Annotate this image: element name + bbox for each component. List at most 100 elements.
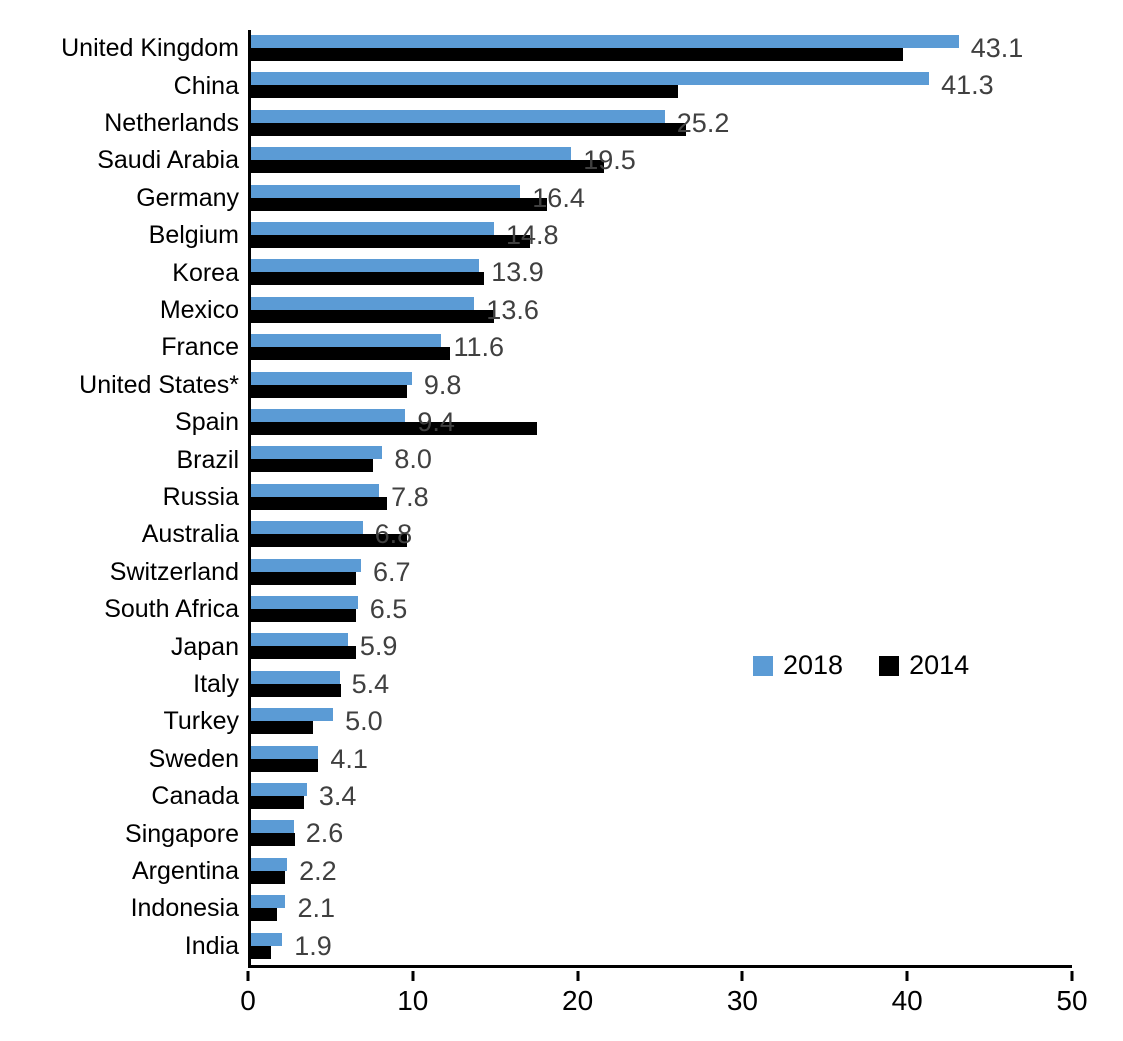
bar-2018 xyxy=(251,184,521,198)
category-label: Netherlands xyxy=(104,108,239,137)
value-label: 41.3 xyxy=(941,70,994,101)
bar-group: Mexico 13.6 xyxy=(160,292,1072,329)
x-axis-tick xyxy=(740,971,744,981)
bar-2014 xyxy=(251,571,357,585)
bar-2018 xyxy=(251,259,480,273)
bar-2014 xyxy=(251,197,547,211)
value-label: 4.1 xyxy=(330,743,368,774)
bar-group: Indonesia 2.1 xyxy=(131,890,1072,927)
bar-2018 xyxy=(251,633,348,647)
legend-item-2018: 2018 xyxy=(753,650,843,681)
bar-2014 xyxy=(251,833,296,847)
bar-group: Brazil 8.0 xyxy=(176,441,1072,478)
category-label: United States* xyxy=(79,370,239,399)
bar-2018 xyxy=(251,334,442,348)
category-label: Brazil xyxy=(176,445,239,474)
value-label: 9.4 xyxy=(417,407,455,437)
bar-2018 xyxy=(251,670,340,684)
category-label: Japan xyxy=(170,632,239,661)
bar-2018 xyxy=(251,109,665,123)
bar-2018 xyxy=(251,35,959,48)
bar-group: Russia 7.8 xyxy=(163,479,1072,516)
bar-group: Singapore 2.6 xyxy=(125,815,1072,852)
value-label: 43.1 xyxy=(970,33,1024,63)
legend-swatch-2014-icon xyxy=(879,655,900,676)
x-axis-tick xyxy=(246,971,250,981)
bar-2014 xyxy=(251,496,388,510)
value-label: 6.5 xyxy=(369,594,408,624)
bar-2014 xyxy=(251,796,304,809)
bar-2014 xyxy=(251,683,342,697)
bar-2018 xyxy=(251,222,495,235)
category-label: Singapore xyxy=(125,819,239,848)
bar-group: Canada 3.4 xyxy=(151,778,1072,815)
bar-2018 xyxy=(251,483,380,497)
category-label: Spain xyxy=(175,408,239,437)
category-label: Indonesia xyxy=(130,894,239,923)
bar-2018 xyxy=(251,820,294,834)
bar-2014 xyxy=(251,422,537,435)
category-label: Korea xyxy=(172,258,239,287)
value-label: 5.9 xyxy=(359,631,398,662)
bar-group: Australia 6.8 xyxy=(142,516,1072,553)
x-axis-tick-label: 30 xyxy=(726,985,758,1016)
value-label: 8.0 xyxy=(394,444,432,475)
bar-group: India 1.9 xyxy=(185,928,1072,965)
category-label: Canada xyxy=(151,782,239,811)
category-label: Mexico xyxy=(159,295,239,324)
value-label: 13.6 xyxy=(486,294,539,325)
bar-2014 xyxy=(251,347,450,361)
bar-group: Sweden 4.1 xyxy=(149,741,1072,778)
bar-group: South Africa 6.5 xyxy=(104,591,1072,628)
value-label: 2.1 xyxy=(297,893,336,924)
bar-group: Netherlands 25.2 xyxy=(104,105,1072,142)
bar-2014 xyxy=(251,908,278,922)
bar-2014 xyxy=(251,384,407,398)
x-axis-tick-label: 20 xyxy=(562,985,594,1016)
bar-group: Spain 9.4 xyxy=(175,404,1072,441)
bar-group: United Kingdom 43.1 xyxy=(61,30,1072,67)
x-axis-tick-label: 0 xyxy=(240,985,256,1016)
bar-group: Switzerland 6.7 xyxy=(110,554,1072,591)
bar-group: Italy 5.4 xyxy=(193,666,1072,703)
bar-2018 xyxy=(251,783,307,796)
category-label: Saudi Arabia xyxy=(97,146,239,175)
bar-2014 xyxy=(251,758,319,772)
x-axis-tick xyxy=(905,971,909,981)
bar-2018 xyxy=(251,708,334,722)
x-axis-tick xyxy=(1070,971,1074,981)
bar-2018 xyxy=(251,147,572,161)
x-axis-tick xyxy=(411,971,415,981)
bar-group: Turkey 5.0 xyxy=(164,703,1072,740)
legend-item-2014: 2014 xyxy=(879,650,969,681)
value-label: 2.2 xyxy=(299,855,337,886)
bar-2014 xyxy=(251,609,357,622)
category-label: United Kingdom xyxy=(61,34,239,63)
category-label: Italy xyxy=(193,669,239,698)
value-label: 11.6 xyxy=(453,332,505,363)
value-label: 9.8 xyxy=(423,369,462,400)
value-label: 1.9 xyxy=(294,930,332,961)
bar-2018 xyxy=(251,72,930,86)
legend-label-2018: 2018 xyxy=(783,650,844,680)
value-label: 5.4 xyxy=(351,668,390,699)
bar-2018 xyxy=(251,932,283,946)
category-label: Turkey xyxy=(163,707,239,736)
bar-2018 xyxy=(251,409,406,422)
bar-group: Japan 5.9 xyxy=(171,628,1072,665)
value-label: 13.9 xyxy=(491,257,544,288)
category-label: South Africa xyxy=(104,595,239,624)
category-label: India xyxy=(184,931,239,960)
bar-2014 xyxy=(251,235,531,248)
bar-2014 xyxy=(251,122,687,136)
legend: 2018 2014 xyxy=(753,650,969,681)
value-label: 14.8 xyxy=(506,220,559,250)
category-label: Australia xyxy=(141,520,239,549)
bar-2014 xyxy=(251,48,903,61)
value-label: 5.0 xyxy=(345,706,383,737)
value-label: 7.8 xyxy=(391,481,429,512)
x-axis-tick-label: 50 xyxy=(1056,985,1088,1016)
bar-group: United States* 9.8 xyxy=(79,367,1072,404)
bar-2014 xyxy=(251,272,485,286)
legend-swatch-2018-icon xyxy=(753,655,773,676)
